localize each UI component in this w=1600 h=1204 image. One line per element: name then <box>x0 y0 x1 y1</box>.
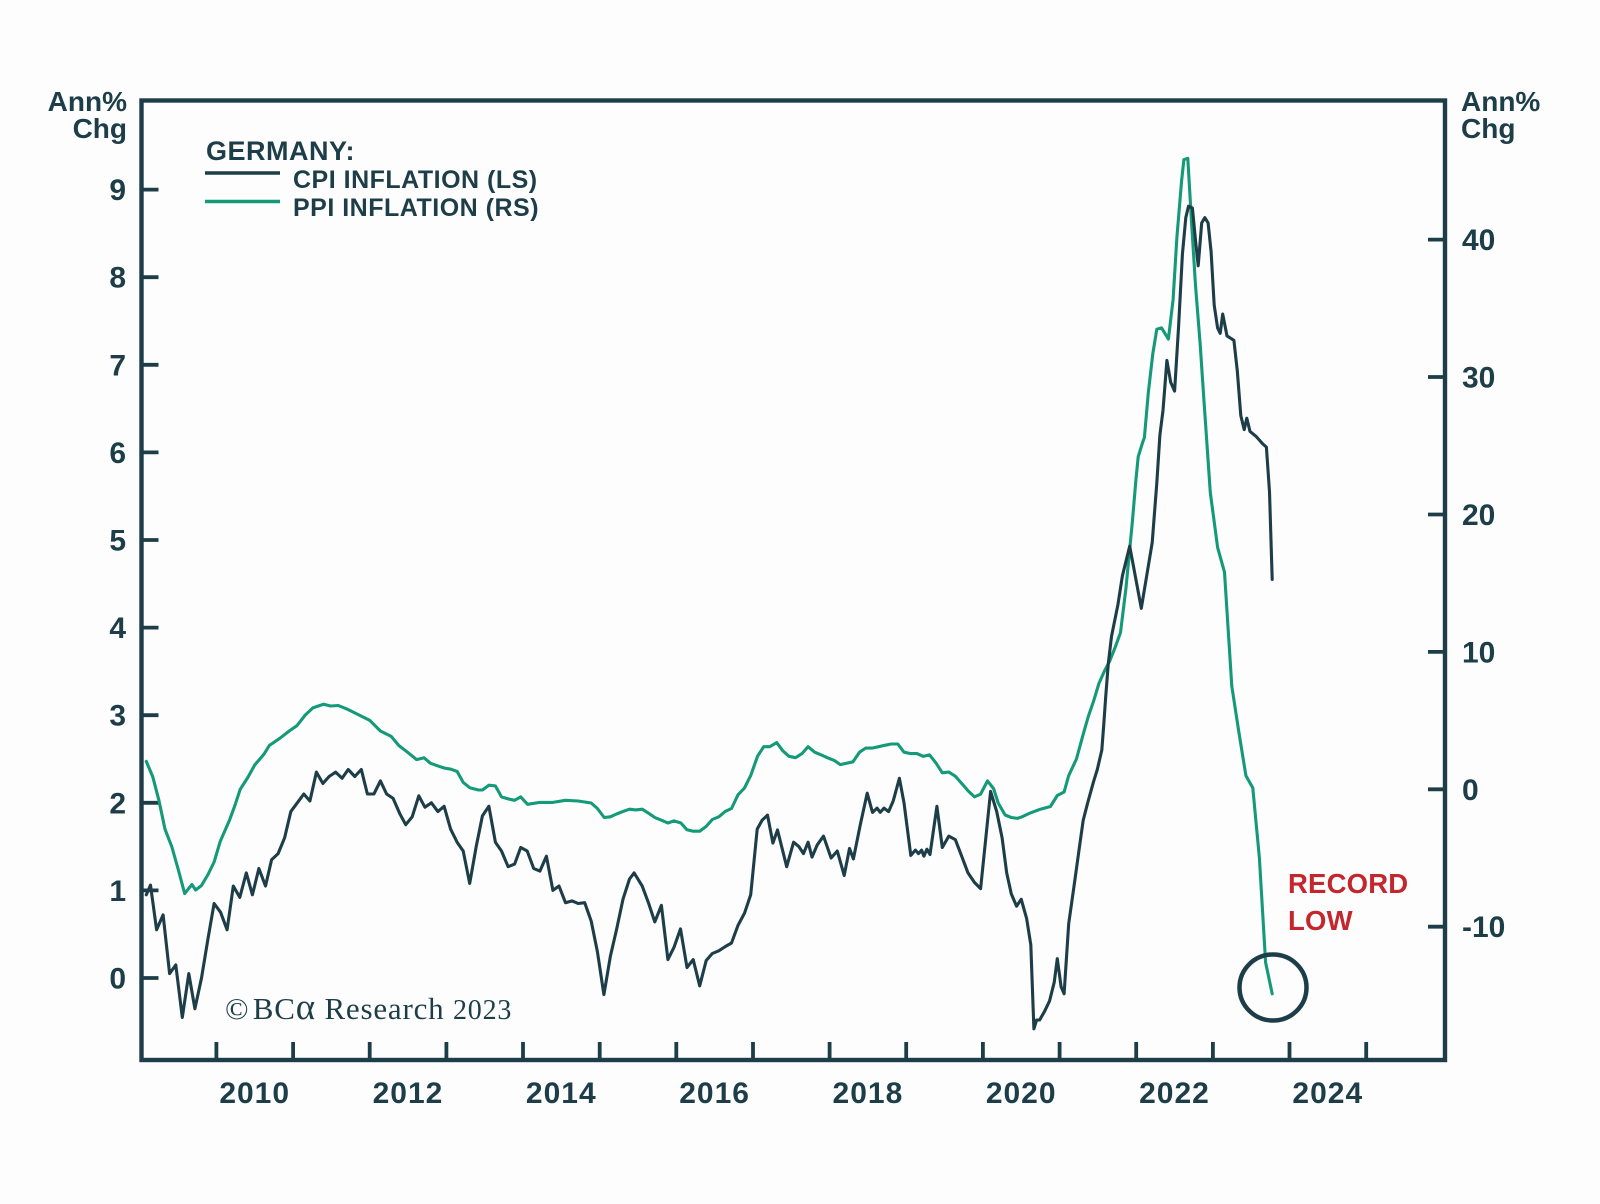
svg-text:9: 9 <box>109 174 126 207</box>
svg-text:8: 8 <box>109 262 126 295</box>
svg-text:2024: 2024 <box>1292 1077 1363 1110</box>
svg-text:2014: 2014 <box>526 1077 597 1110</box>
svg-text:2012: 2012 <box>373 1077 444 1110</box>
svg-text:20: 20 <box>1462 499 1495 532</box>
svg-text:2020: 2020 <box>986 1077 1057 1110</box>
svg-text:10: 10 <box>1462 636 1495 669</box>
svg-text:GERMANY:: GERMANY: <box>206 136 355 166</box>
svg-text:Chg: Chg <box>1461 113 1515 144</box>
svg-text:Ann%: Ann% <box>1461 86 1540 117</box>
svg-text:2018: 2018 <box>833 1077 904 1110</box>
svg-text:Ann%: Ann% <box>48 86 127 117</box>
svg-text:4: 4 <box>109 612 126 645</box>
svg-text:LOW: LOW <box>1288 905 1353 936</box>
svg-text:5: 5 <box>109 525 126 558</box>
svg-text:40: 40 <box>1462 224 1495 257</box>
svg-text:2016: 2016 <box>679 1077 750 1110</box>
svg-text:7: 7 <box>109 349 126 382</box>
svg-text:6: 6 <box>109 437 126 470</box>
svg-text:30: 30 <box>1462 362 1495 395</box>
svg-text:2010: 2010 <box>219 1077 290 1110</box>
svg-text:Chg: Chg <box>73 113 127 144</box>
svg-text:0: 0 <box>1462 774 1479 807</box>
svg-text:RECORD: RECORD <box>1288 868 1408 899</box>
svg-text:1: 1 <box>109 875 126 908</box>
svg-text:3: 3 <box>109 700 126 733</box>
svg-text:2022: 2022 <box>1139 1077 1210 1110</box>
svg-text:-10: -10 <box>1462 911 1505 944</box>
svg-text:CPI INFLATION (LS): CPI INFLATION (LS) <box>293 166 538 194</box>
svg-text:2: 2 <box>109 787 126 820</box>
svg-text:PPI INFLATION (RS): PPI INFLATION (RS) <box>293 194 539 222</box>
svg-text:0: 0 <box>109 963 126 996</box>
